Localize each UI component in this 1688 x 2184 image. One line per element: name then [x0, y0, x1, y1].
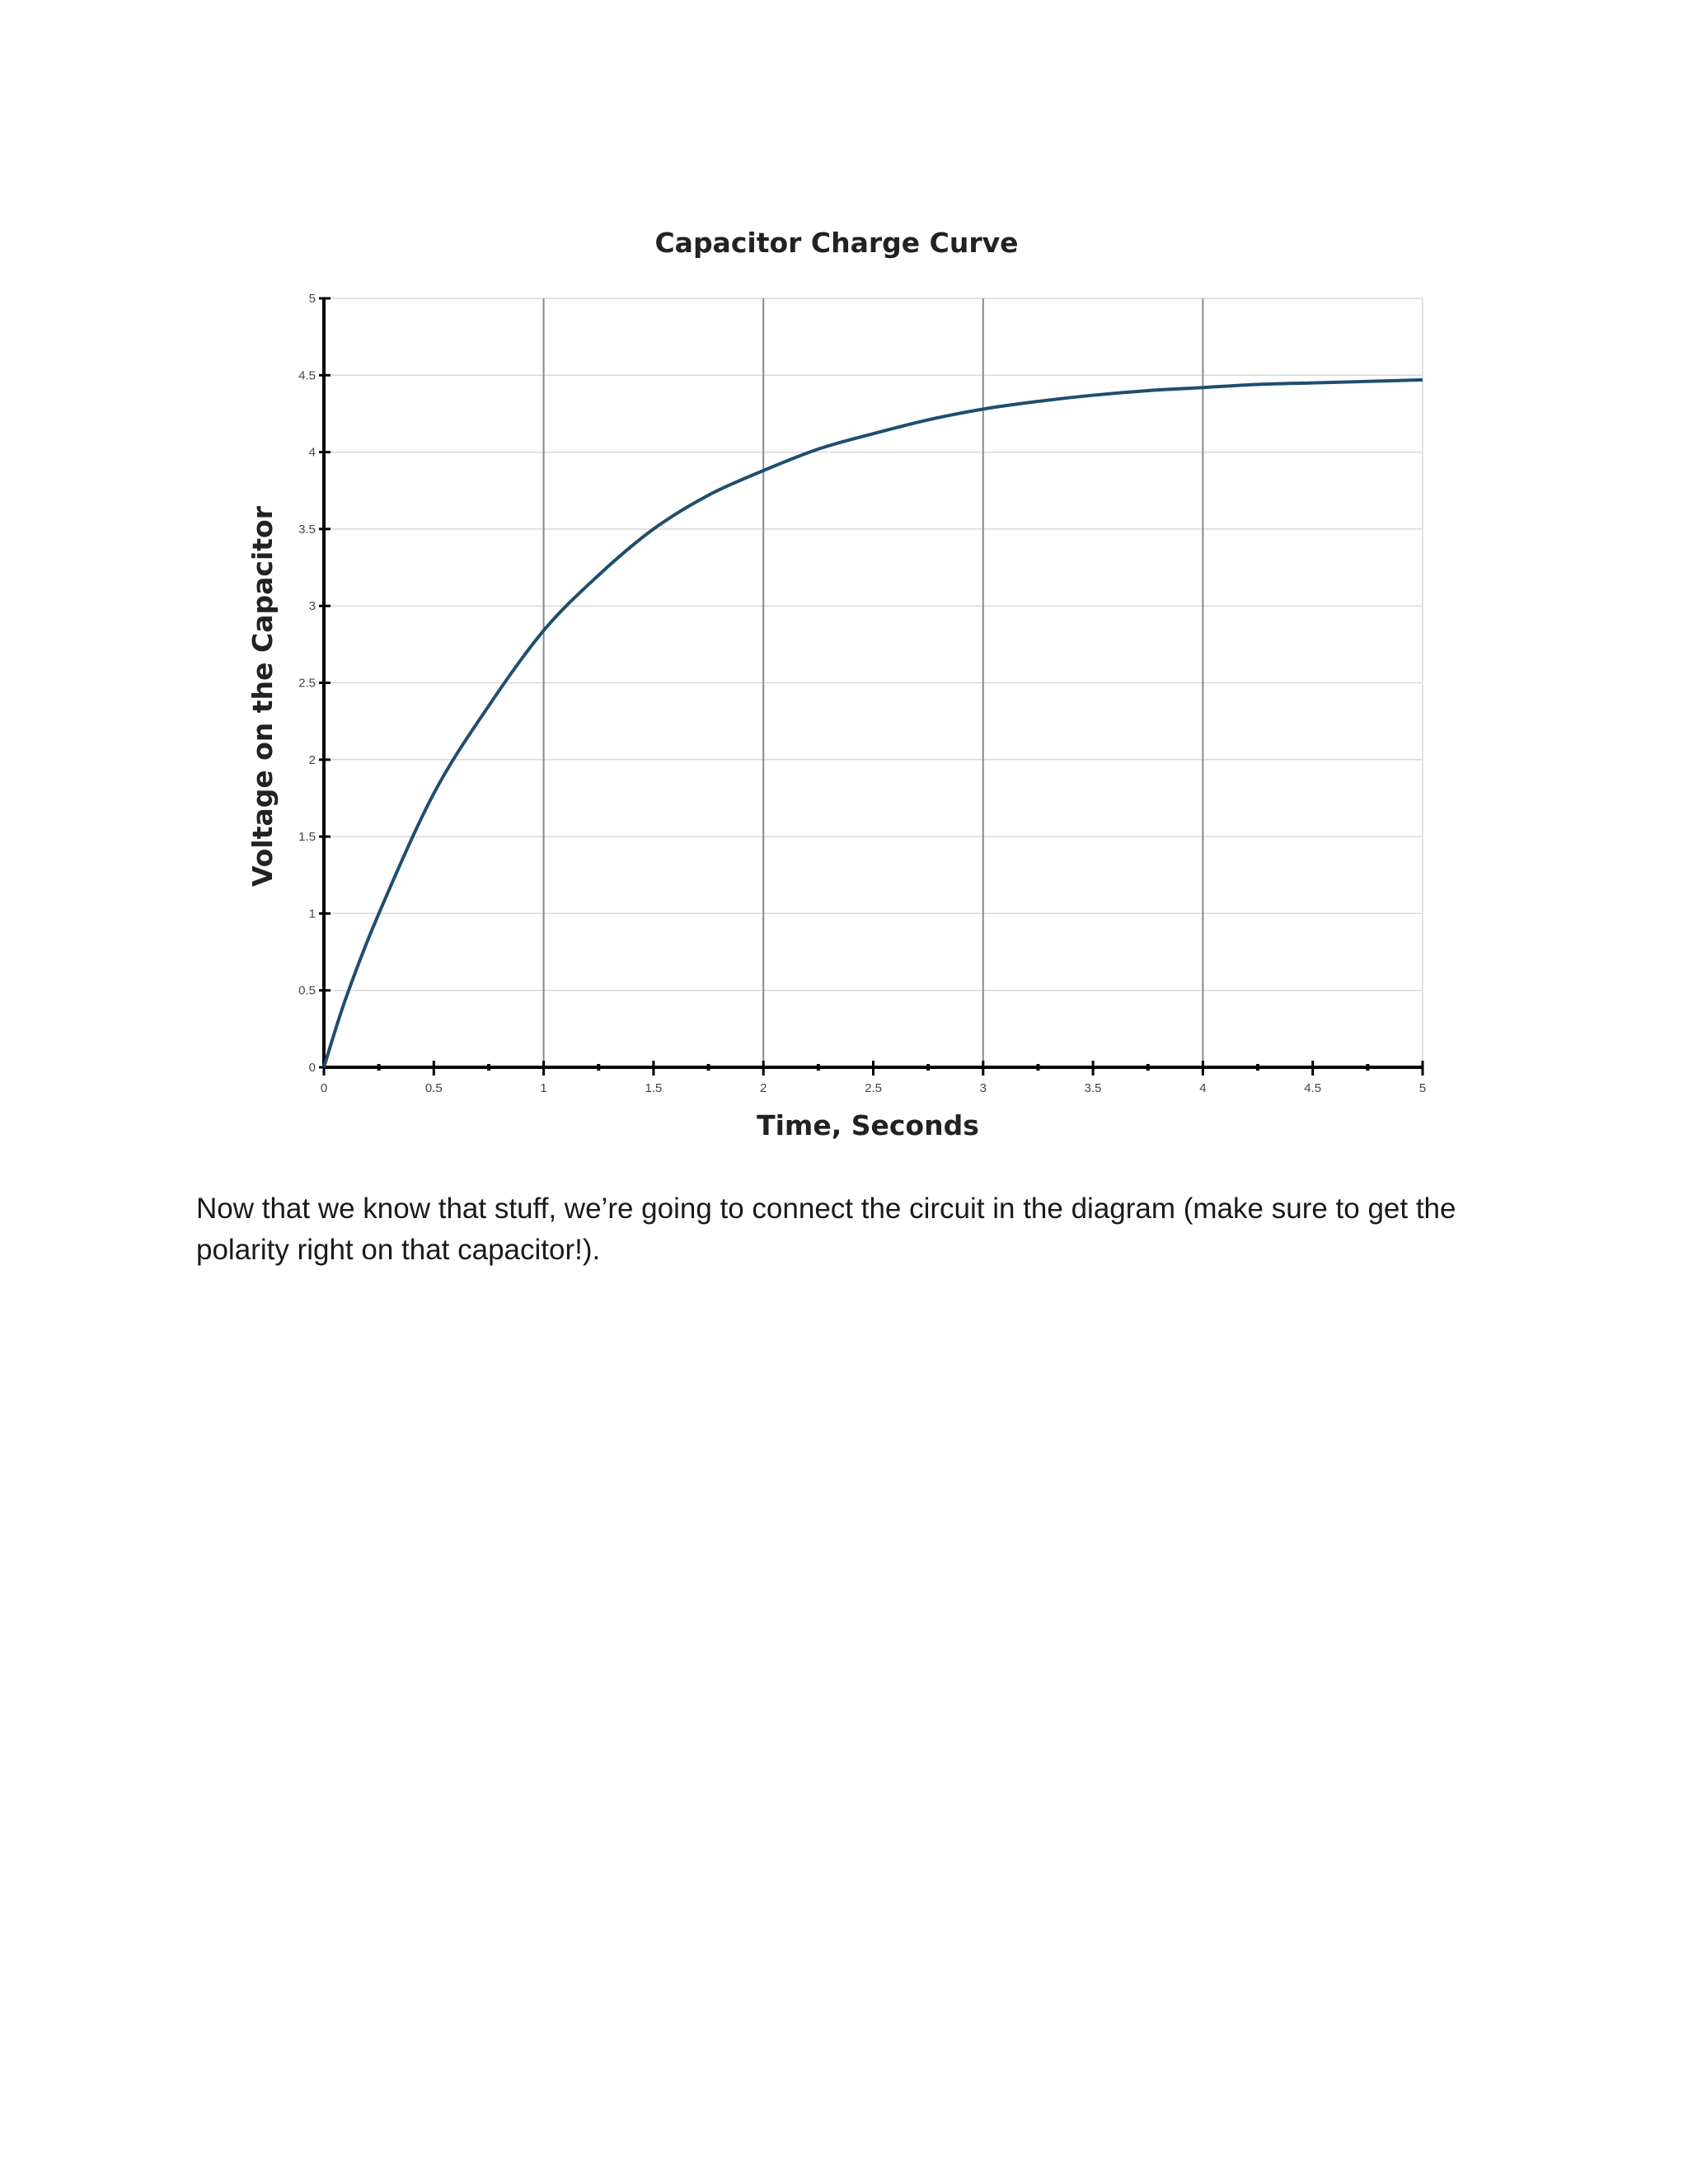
y-tick-label: 4	[309, 446, 316, 460]
x-tick-label: 3	[980, 1081, 987, 1095]
x-tick-label: 4.5	[1304, 1081, 1321, 1095]
y-tick-label: 5	[309, 292, 316, 306]
x-tick-label: 2	[760, 1081, 767, 1095]
tick-labels: 0 0.5 1 1.5 2 2.5 3 3.5 4 4.5 5 0 0.5 1 1.5 2 2.5 3 3.5 4 4.…	[298, 292, 1426, 1095]
x-tick-label: 4	[1199, 1081, 1206, 1095]
y-tick-label: 0.5	[298, 984, 316, 998]
y-tick-label: 2	[309, 753, 316, 767]
x-axis-label: Time, Seconds	[757, 1109, 979, 1141]
y-tick-label: 3	[309, 599, 316, 613]
y-tick-label: 0	[309, 1061, 316, 1075]
grid-lines	[324, 298, 1423, 1067]
body-paragraph: Now that we know that stuff, we’re going…	[196, 1193, 1456, 1266]
x-tick-label: 1.5	[645, 1081, 662, 1095]
x-tick-label: 1	[540, 1081, 546, 1095]
x-tick-label: 3.5	[1085, 1081, 1102, 1095]
x-tick-label: 0.5	[425, 1081, 443, 1095]
y-tick-label: 1.5	[298, 830, 316, 844]
capacitor-charge-chart: 0 0.5 1 1.5 2 2.5 3 3.5 4 4.5 5 0 0.5 1 1.5 2 2.5 3 3.5 4 4.…	[246, 227, 1426, 1141]
x-tick-label: 5	[1419, 1081, 1426, 1095]
series-line	[322, 377, 1423, 1068]
y-tick-label: 2.5	[298, 677, 316, 691]
y-tick-label: 3.5	[298, 523, 316, 537]
y-tick-label: 1	[309, 907, 316, 921]
y-tick-label: 4.5	[298, 368, 316, 382]
x-tick-label: 2.5	[865, 1081, 882, 1095]
x-tick-label: 0	[321, 1081, 327, 1095]
y-axis-label: Voltage on the Capacitor	[246, 505, 279, 887]
axes	[319, 297, 1424, 1076]
chart-title: Capacitor Charge Curve	[654, 227, 1018, 259]
